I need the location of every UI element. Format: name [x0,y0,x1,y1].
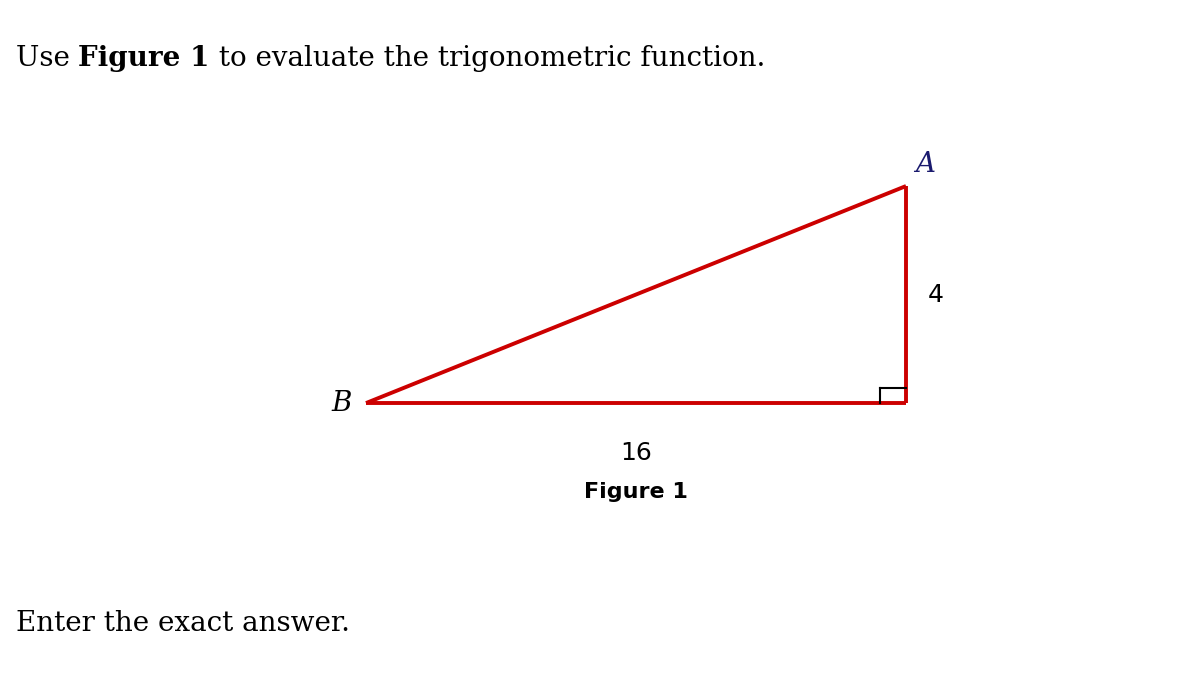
Text: Figure 1: Figure 1 [584,482,688,502]
Text: B: B [331,389,352,417]
Text: Use: Use [16,45,78,72]
Text: 16: 16 [620,441,652,465]
Text: Enter the exact answer.: Enter the exact answer. [16,610,349,637]
Text: 4: 4 [928,282,943,307]
Text: A: A [916,151,936,178]
Text: Figure 1: Figure 1 [78,45,210,72]
Text: to evaluate the trigonometric function.: to evaluate the trigonometric function. [210,45,766,72]
